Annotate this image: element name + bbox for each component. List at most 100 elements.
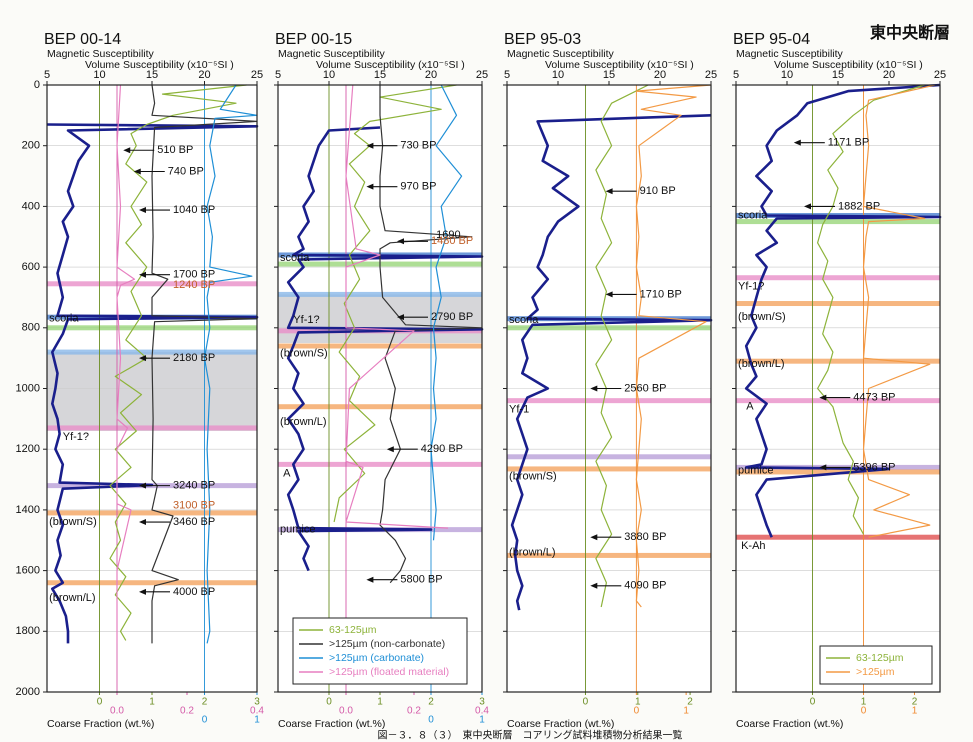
x-axis-label: Volume Susceptibility (x10⁻⁵SI ) (316, 59, 465, 71)
series-line (151, 84, 258, 644)
series-line (744, 83, 942, 538)
series-line (862, 84, 936, 538)
annotation: scoria (509, 314, 539, 326)
shaded-interval (278, 294, 482, 343)
annotation: Yf-1? (63, 431, 89, 443)
series-line (333, 84, 457, 523)
annotation-arrowhead (819, 464, 827, 471)
x-tick-label: 15 (146, 69, 158, 81)
x-tick-label: 20 (654, 69, 666, 81)
series-line (116, 84, 136, 644)
annotation: 730 BP (400, 140, 436, 152)
coarse-tick-label: 1 (377, 697, 383, 708)
annotation: 2560 BP (624, 382, 666, 394)
legend-box (292, 617, 468, 685)
coarse-tick-label: 2 (912, 697, 918, 708)
legend-label: >125µm (856, 666, 895, 678)
series-line (595, 84, 649, 608)
panel-title: BEP 95-03 (504, 31, 581, 48)
tephra-band (736, 534, 940, 540)
coarse-tick-label: 2 (202, 697, 208, 708)
series-line (203, 84, 258, 644)
coarse-tick-label: 1 (254, 715, 260, 726)
annotation: (brown/L) (509, 546, 555, 558)
series-line (345, 84, 449, 529)
coarse-tick-label: 0.4 (475, 706, 489, 717)
x-axis-label: Volume Susceptibility (x10⁻⁵SI ) (774, 59, 923, 71)
annotation: (brown/L) (49, 592, 95, 604)
panel-title: BEP 00-15 (275, 31, 352, 48)
annotation-arrowhead (366, 183, 374, 190)
header: 東中央断層 (870, 23, 950, 42)
x-tick-label: 20 (883, 69, 895, 81)
annotation: 1480 BP (431, 235, 473, 247)
annotation: 970 BP (400, 181, 436, 193)
annotation: 4090 BP (624, 580, 666, 592)
coarse-tick-label: 0 (202, 715, 208, 726)
panel-title: BEP 00-14 (44, 31, 121, 48)
annotation-arrowhead (819, 394, 827, 401)
annotation-arrowhead (804, 203, 811, 210)
annotation: pumice (280, 524, 315, 536)
annotation-arrowhead (366, 142, 374, 149)
annotation: 5800 BP (400, 574, 442, 586)
tephra-band (736, 219, 940, 225)
x-tick-label: 15 (603, 69, 615, 81)
y-tick-label: 1600 (16, 565, 40, 577)
annotation: (brown/L) (280, 416, 326, 428)
annotation-arrowhead (397, 238, 404, 245)
coarse-tick-label: 0.0 (110, 706, 124, 717)
series-line (46, 123, 259, 644)
annotation: 910 BP (640, 185, 676, 197)
x-tick-label: 25 (476, 69, 488, 81)
coarse-tick-label: 1 (479, 715, 485, 726)
annotation: 3240 BP (173, 480, 215, 492)
annotation: A (746, 401, 754, 413)
annotation-arrowhead (590, 534, 598, 541)
annotation: 2180 BP (173, 352, 215, 364)
coarse-tick-label: 3 (479, 697, 485, 708)
coarse-tick-label: 1 (912, 706, 918, 717)
y-tick-label: 400 (22, 200, 40, 212)
x-axis-label: Magnetic Susceptibility (278, 48, 386, 60)
coarse-tick-label: 0 (634, 706, 640, 717)
x-tick-label: 5 (44, 69, 50, 81)
legend-label: >125µm (carbonate) (329, 652, 424, 664)
annotation: 1240 BP (173, 279, 215, 291)
annotation-arrowhead (793, 139, 801, 146)
x-tick-label: 25 (251, 69, 263, 81)
annotation: 1690 (436, 229, 460, 241)
annotation: (brown/S) (509, 470, 557, 482)
annotation: Yf-1? (293, 314, 319, 326)
annotation: Yf-1 (509, 404, 529, 416)
x-tick-label: 5 (504, 69, 510, 81)
coarse-axis-label: Coarse Fraction (wt.%) (278, 718, 385, 730)
plot-frame (277, 84, 483, 693)
x-tick-label: 10 (552, 69, 564, 81)
tephra-band (47, 510, 257, 516)
coarse-axis-label: Coarse Fraction (wt.%) (47, 718, 154, 730)
annotation: scoria (280, 252, 310, 264)
annotation-arrowhead (123, 147, 131, 154)
coarse-tick-label: 0.0 (339, 706, 353, 717)
tephra-band (47, 325, 257, 331)
tephra-band (47, 281, 257, 287)
plot-frame (506, 84, 712, 693)
annotation-arrowhead (605, 291, 613, 298)
annotation: 4290 BP (421, 443, 463, 455)
annotation-arrowhead (139, 519, 146, 526)
annotation: (brown/L) (738, 358, 784, 370)
x-tick-label: 25 (934, 69, 946, 81)
annotation: A (283, 467, 291, 479)
panel-title: BEP 95-04 (733, 31, 810, 48)
plot-frame (735, 84, 941, 693)
annotation-arrowhead (139, 271, 146, 278)
tephra-band (736, 275, 940, 281)
caption: 図－３．８（３） 東中央断層 コアリング試料堆積物分析結果一覧 (378, 729, 683, 742)
y-tick-label: 200 (22, 140, 40, 152)
legend-label: >125µm (non-carbonate) (329, 638, 445, 650)
